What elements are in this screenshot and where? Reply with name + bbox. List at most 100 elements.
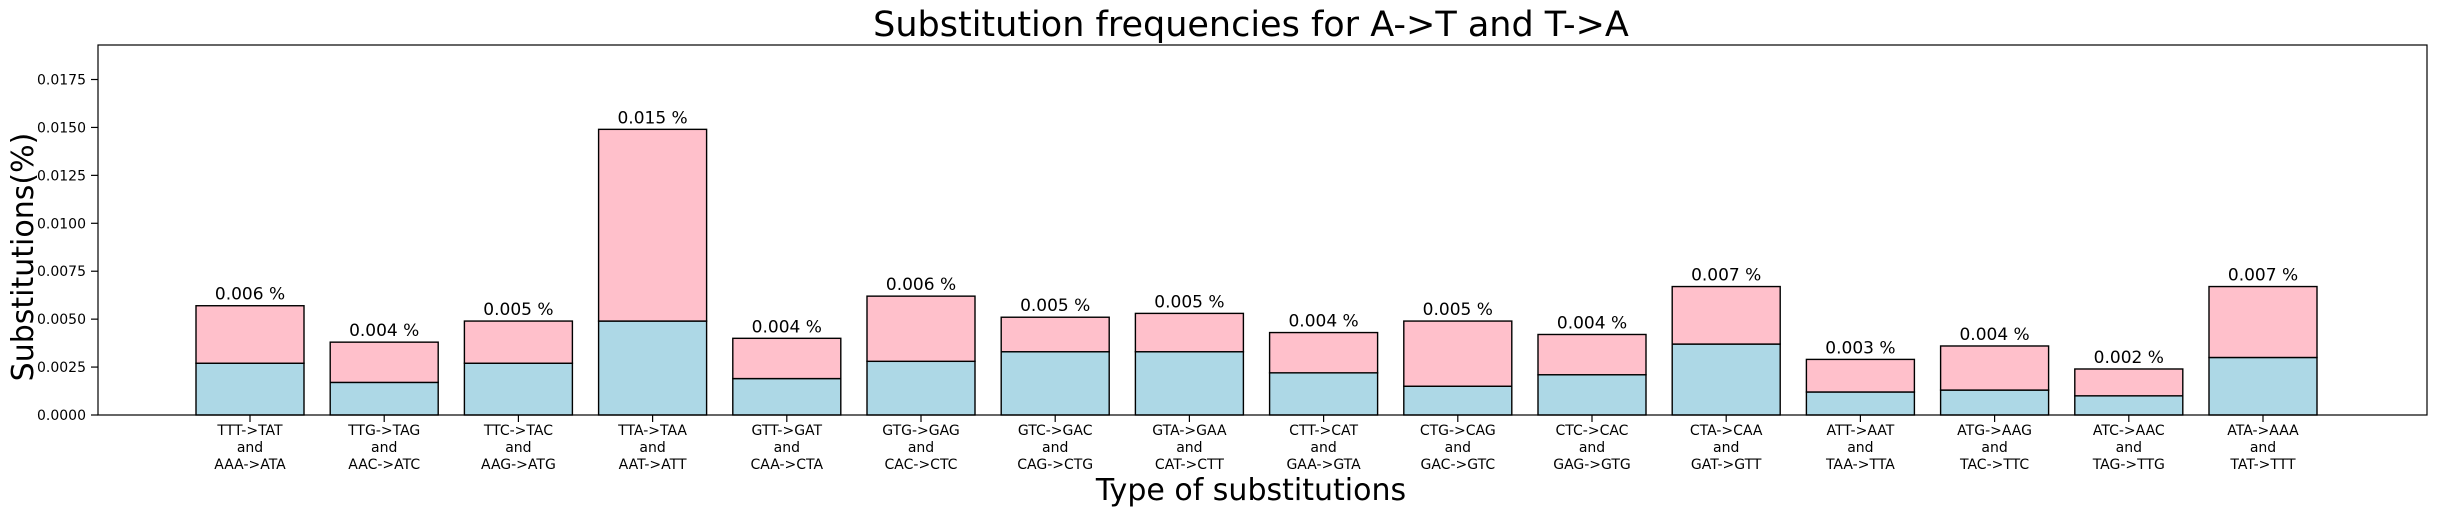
bar-value-label: 0.002 % bbox=[2094, 348, 2164, 368]
bar-segment-bottom bbox=[195, 362, 305, 416]
x-tick-label: AAG->ATG bbox=[481, 457, 556, 473]
y-tick-label: 0.0175 bbox=[37, 73, 86, 89]
bar-segment-top bbox=[1134, 312, 1245, 353]
x-tick-label: CAG->CTG bbox=[1017, 457, 1093, 473]
x-tick-label: and bbox=[639, 440, 665, 456]
y-axis-label: Substitutions(%) bbox=[6, 133, 41, 382]
bar-segment-bottom bbox=[329, 381, 439, 416]
y-tick-label: 0.0000 bbox=[37, 408, 86, 424]
bar-segment-top bbox=[2074, 368, 2184, 397]
x-tick-label: GTT->GAT bbox=[751, 423, 822, 439]
bar-segment-top bbox=[732, 337, 842, 380]
bar-segment-bottom bbox=[1939, 389, 2050, 416]
y-tick-label: 0.0050 bbox=[37, 312, 86, 328]
x-tick-label: and bbox=[1310, 440, 1336, 456]
bar-segment-bottom bbox=[866, 360, 976, 416]
x-tick-label: CAT->CTT bbox=[1155, 457, 1224, 473]
x-tick-label: and bbox=[1579, 440, 1605, 456]
x-tick-label: GTA->GAA bbox=[1152, 423, 1227, 439]
x-tick-label: TAC->TTC bbox=[1959, 457, 2029, 473]
x-tick-label: CTC->CAC bbox=[1556, 423, 1629, 439]
bar-segment-top bbox=[463, 320, 574, 364]
x-tick-label: and bbox=[371, 440, 397, 456]
x-tick-label: AAA->ATA bbox=[214, 457, 286, 473]
bar-segment-top bbox=[2208, 285, 2318, 359]
bar-segment-bottom bbox=[1000, 351, 1110, 416]
y-tick-label: 0.0025 bbox=[37, 360, 86, 376]
x-tick-label: and bbox=[1847, 440, 1873, 456]
x-tick-label: GAC->GTC bbox=[1421, 457, 1496, 473]
bar-value-label: 0.004 % bbox=[752, 317, 822, 337]
bar-segment-bottom bbox=[732, 377, 842, 416]
x-axis-label: Type of substitutions bbox=[1095, 473, 1406, 508]
x-tick-label: and bbox=[908, 440, 934, 456]
bar-segment-bottom bbox=[2074, 395, 2184, 416]
x-tick-label: GTC->GAC bbox=[1018, 423, 1093, 439]
x-tick-label: TTC->TAC bbox=[483, 423, 553, 439]
x-tick-label: CTA->CAA bbox=[1690, 423, 1763, 439]
x-tick-label: and bbox=[1042, 440, 1068, 456]
bar-value-label: 0.004 % bbox=[1959, 325, 2029, 345]
x-tick-label: and bbox=[1176, 440, 1202, 456]
y-tick-label: 0.0150 bbox=[37, 120, 86, 136]
x-tick-label: TTA->TAA bbox=[617, 423, 687, 439]
x-tick-label: and bbox=[774, 440, 800, 456]
bar-value-label: 0.007 % bbox=[2228, 266, 2298, 286]
y-tick-label: 0.0075 bbox=[37, 264, 86, 280]
x-tick-label: ATC->AAC bbox=[2093, 423, 2165, 439]
bar-value-label: 0.004 % bbox=[1288, 312, 1358, 332]
bar-segment-bottom bbox=[463, 362, 574, 416]
bar-segment-top bbox=[1671, 285, 1781, 345]
x-tick-label: and bbox=[1445, 440, 1471, 456]
x-tick-label: CAC->CTC bbox=[885, 457, 958, 473]
bar-segment-top bbox=[1000, 316, 1110, 353]
plot-frame bbox=[97, 44, 2428, 416]
y-axis: 0.0000 0.0025 0.0050 0.0075 0.0100 0.0125 0.01… bbox=[37, 73, 98, 424]
bar-value-label: 0.005 % bbox=[1423, 300, 1493, 320]
bar-segment-top bbox=[866, 295, 976, 363]
bar-value-label: 0.004 % bbox=[349, 321, 419, 341]
bar-segment-top bbox=[1805, 358, 1916, 393]
x-tick-label: ATA->AAA bbox=[2227, 423, 2299, 439]
bar-value-label: 0.006 % bbox=[215, 285, 285, 305]
chart-title: Substitution frequencies for A->T and T-… bbox=[873, 5, 1629, 45]
y-tick-label: 0.0100 bbox=[37, 216, 86, 232]
x-tick-label: TAG->TTG bbox=[2092, 457, 2165, 473]
bar-value-label: 0.015 % bbox=[617, 108, 687, 128]
x-tick-label: and bbox=[237, 440, 263, 456]
bar-segment-top bbox=[195, 305, 305, 364]
bar-segment-bottom bbox=[1537, 374, 1647, 416]
x-tick-label: CTG->CAG bbox=[1420, 423, 1496, 439]
x-tick-label: and bbox=[1713, 440, 1739, 456]
x-tick-label: CTT->CAT bbox=[1289, 423, 1358, 439]
x-tick-label: ATT->AAT bbox=[1826, 423, 1894, 439]
bar-segment-bottom bbox=[1671, 343, 1781, 416]
y-tick-label: 0.0125 bbox=[37, 168, 86, 184]
bar-segment-top bbox=[597, 128, 708, 322]
bar-value-label: 0.007 % bbox=[1691, 266, 1761, 286]
x-tick-label: AAT->ATT bbox=[619, 457, 687, 473]
bar-segment-bottom bbox=[1134, 351, 1245, 416]
x-tick-label: TAA->TTA bbox=[1825, 457, 1895, 473]
bar-segment-bottom bbox=[2208, 356, 2318, 416]
bar-segment-bottom bbox=[1403, 385, 1513, 416]
x-axis: TTT->TATandAAA->ATATTG->TAGandAAC->ATCTT… bbox=[214, 415, 2299, 473]
x-tick-label: and bbox=[2116, 440, 2142, 456]
bar-segment-bottom bbox=[597, 320, 708, 416]
bars-layer bbox=[195, 128, 2318, 416]
bar-value-label: 0.005 % bbox=[1154, 292, 1224, 312]
bar-segment-bottom bbox=[1805, 391, 1916, 416]
bar-segment-top bbox=[1403, 320, 1513, 387]
x-tick-label: TAT->TTT bbox=[2229, 457, 2296, 473]
x-tick-label: GTG->GAG bbox=[882, 423, 960, 439]
x-tick-label: AAC->ATC bbox=[348, 457, 420, 473]
bar-value-label: 0.006 % bbox=[886, 275, 956, 295]
x-tick-label: TTG->TAG bbox=[347, 423, 420, 439]
bar-value-label: 0.005 % bbox=[1020, 296, 1090, 316]
x-tick-label: and bbox=[1981, 440, 2007, 456]
x-tick-label: ATG->AAG bbox=[1957, 423, 2032, 439]
bar-value-label: 0.005 % bbox=[483, 300, 553, 320]
x-tick-label: and bbox=[2250, 440, 2276, 456]
x-tick-label: GAA->GTA bbox=[1286, 457, 1361, 473]
